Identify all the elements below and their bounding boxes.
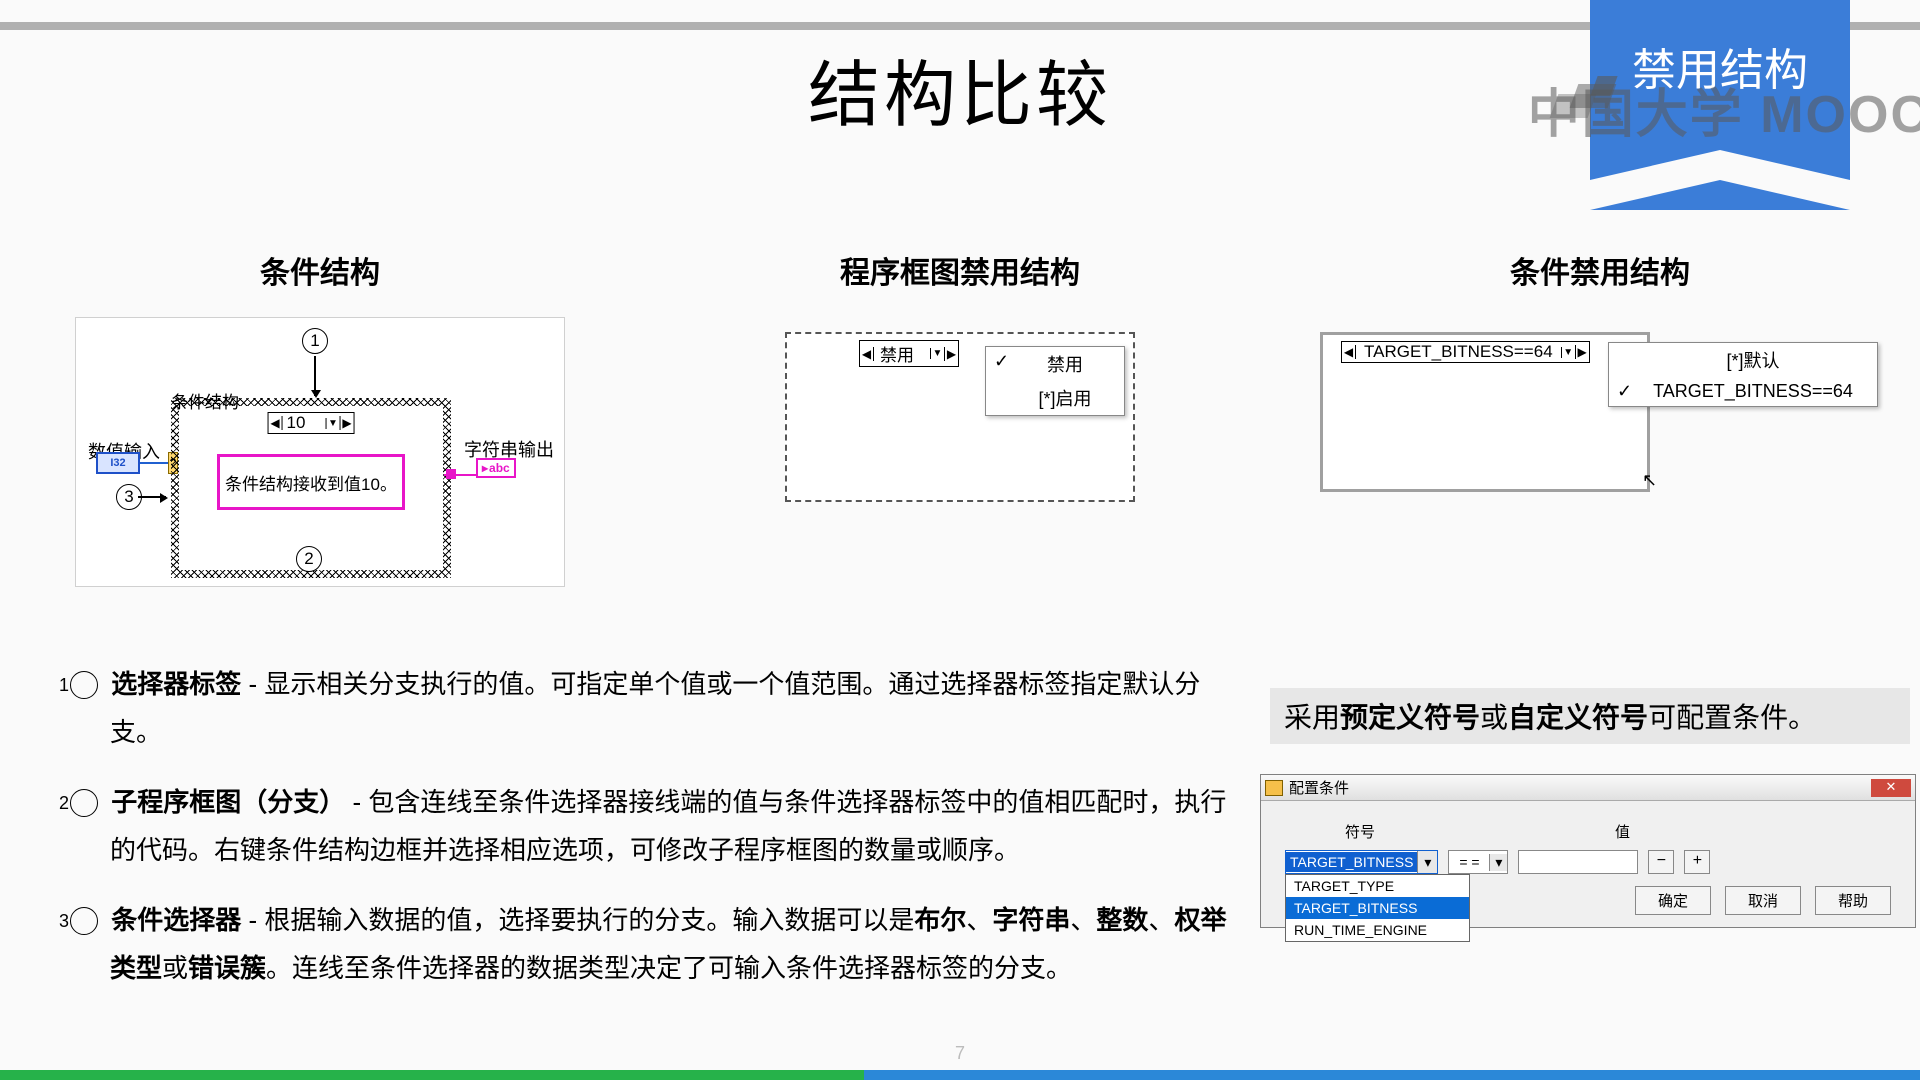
col2-title: 程序框图禁用结构	[640, 248, 1280, 292]
wire-icon	[140, 462, 170, 464]
prev-icon[interactable]: ◀	[1342, 345, 1356, 359]
config-note: 采用预定义符号或自定义符号可配置条件。	[1270, 688, 1910, 744]
dropdown-icon[interactable]: ▼	[1561, 347, 1575, 358]
dialog-column-headers: 符号 值	[1285, 821, 1891, 842]
item-1: 1 选择器标签 - 显示相关分支执行的值。可指定单个值或一个值范围。通过选择器标…	[70, 660, 1250, 756]
cond-frame: ◀ TARGET_BITNESS==64 ▼ ▶	[1320, 332, 1650, 492]
dialog-titlebar: 配置条件 ✕	[1261, 775, 1915, 801]
operator-select[interactable]: = =▾	[1448, 850, 1508, 874]
frame-label: 条件结构	[171, 388, 239, 413]
menu-item-disabled[interactable]: 禁用	[986, 347, 1124, 381]
configure-condition-dialog: 配置条件 ✕ 符号 值 TARGET_BITNESS ▾ TARGET_TYPE…	[1260, 774, 1916, 928]
item1-term: 选择器标签	[111, 669, 241, 699]
cond-selector[interactable]: ◀ TARGET_BITNESS==64 ▼ ▶	[1341, 341, 1590, 363]
col1-title: 条件结构	[0, 248, 640, 292]
cond-value: TARGET_BITNESS==64	[1356, 342, 1561, 362]
header-symbol: 符号	[1345, 821, 1375, 842]
item-2: 2 子程序框图（分支） - 包含连线至条件选择器接线端的值与条件选择器标签中的值…	[70, 778, 1250, 874]
prev-icon[interactable]: ◀	[860, 347, 874, 361]
diagram-disable-structure: ◀ 禁用 ▼ ▶ 禁用 [*]启用	[785, 332, 1135, 502]
marker-2: 2	[296, 546, 322, 572]
explanation-list: 1 选择器标签 - 显示相关分支执行的值。可指定单个值或一个值范围。通过选择器标…	[70, 660, 1250, 1015]
page-number: 7	[955, 1043, 965, 1064]
dialog-title-text: 配置条件	[1289, 777, 1349, 798]
disable-menu[interactable]: 禁用 [*]启用	[985, 346, 1125, 416]
combo-dropdown-icon[interactable]: ▾	[1417, 851, 1437, 873]
col3-title: 条件禁用结构	[1280, 248, 1920, 292]
close-button[interactable]: ✕	[1871, 779, 1911, 797]
i32-terminal-icon: I32	[96, 452, 140, 474]
help-button[interactable]: 帮助	[1815, 886, 1891, 915]
op-dropdown-icon[interactable]: ▾	[1489, 854, 1507, 871]
operator-value: = =	[1449, 854, 1489, 870]
case-dropdown-icon[interactable]: ▼	[325, 418, 339, 429]
item2-term: 子程序框图（分支）	[111, 787, 345, 817]
cursor-icon: ↖	[1642, 470, 1657, 491]
remove-row-button[interactable]: −	[1648, 850, 1674, 874]
combo-value: TARGET_BITNESS	[1286, 852, 1417, 872]
col-case-structure: 条件结构 1 数值输入 I32 ? 3 条件结构 ◀ 10 ▼ ▶ 条件结构	[0, 248, 640, 587]
item3-desc-a: - 根据输入数据的值，选择要执行的分支。输入数据可以是	[241, 905, 914, 935]
case-value: 10	[283, 413, 326, 433]
opt-runtime-engine[interactable]: RUN_TIME_ENGINE	[1286, 919, 1469, 941]
dialog-icon	[1265, 780, 1283, 796]
opt-target-type[interactable]: TARGET_TYPE	[1286, 875, 1469, 897]
symbol-combo[interactable]: TARGET_BITNESS ▾ TARGET_TYPE TARGET_BITN…	[1285, 850, 1438, 874]
menu-item-enabled[interactable]: [*]启用	[986, 381, 1124, 415]
disable-selector[interactable]: ◀ 禁用 ▼ ▶	[859, 340, 959, 367]
string-constant: 条件结构接收到值10。	[217, 454, 405, 510]
next-icon[interactable]: ▶	[944, 347, 958, 361]
combo-options[interactable]: TARGET_TYPE TARGET_BITNESS RUN_TIME_ENGI…	[1285, 874, 1470, 942]
case-selector[interactable]: ◀ 10 ▼ ▶	[268, 412, 355, 434]
menu-item-bitness[interactable]: TARGET_BITNESS==64	[1609, 377, 1877, 406]
mooc-logo-text: 中国大学 MOOC	[1528, 72, 1920, 147]
col-diagram-disable: 程序框图禁用结构 ◀ 禁用 ▼ ▶ 禁用 [*]启用	[640, 248, 1280, 587]
wire-out-icon	[444, 474, 476, 476]
item3-term: 条件选择器	[111, 905, 241, 935]
columns-row: 条件结构 1 数值输入 I32 ? 3 条件结构 ◀ 10 ▼ ▶ 条件结构	[0, 248, 1920, 587]
ok-button[interactable]: 确定	[1635, 886, 1711, 915]
add-row-button[interactable]: +	[1684, 850, 1710, 874]
opt-target-bitness[interactable]: TARGET_BITNESS	[1286, 897, 1469, 919]
header-value: 值	[1615, 821, 1630, 842]
disable-value: 禁用	[874, 341, 930, 366]
item1-desc: - 显示相关分支执行的值。可指定单个值或一个值范围。通过选择器标签指定默认分支。	[110, 669, 1200, 747]
value-input[interactable]	[1518, 850, 1638, 874]
arrow-3-icon	[138, 496, 166, 498]
item3-desc-c: 。连线至条件选择器的数据类型决定了可输入条件选择器标签的分支。	[266, 953, 1072, 983]
bottom-accent-bar	[0, 1070, 1920, 1080]
next-case-icon[interactable]: ▶	[339, 416, 353, 430]
menu-item-default[interactable]: [*]默认	[1609, 343, 1877, 377]
diagram-cond-disable: ◀ TARGET_BITNESS==64 ▼ ▶ [*]默认 TARGET_BI…	[1320, 332, 1880, 502]
dropdown-icon[interactable]: ▼	[930, 348, 944, 359]
marker-1: 1	[302, 328, 328, 354]
item-3: 3 条件选择器 - 根据输入数据的值，选择要执行的分支。输入数据可以是布尔、字符…	[70, 896, 1250, 992]
cancel-button[interactable]: 取消	[1725, 886, 1801, 915]
arrow-1-icon	[314, 356, 316, 396]
string-indicator-icon: abc	[476, 458, 516, 478]
col-conditional-disable: 条件禁用结构 ◀ TARGET_BITNESS==64 ▼ ▶ [*]默认 TA…	[1280, 248, 1920, 587]
next-icon[interactable]: ▶	[1575, 345, 1589, 359]
prev-case-icon[interactable]: ◀	[269, 416, 283, 430]
diagram-case-structure: 1 数值输入 I32 ? 3 条件结构 ◀ 10 ▼ ▶ 条件结构接收到值10。	[75, 317, 565, 587]
cond-menu[interactable]: [*]默认 TARGET_BITNESS==64	[1608, 342, 1878, 407]
